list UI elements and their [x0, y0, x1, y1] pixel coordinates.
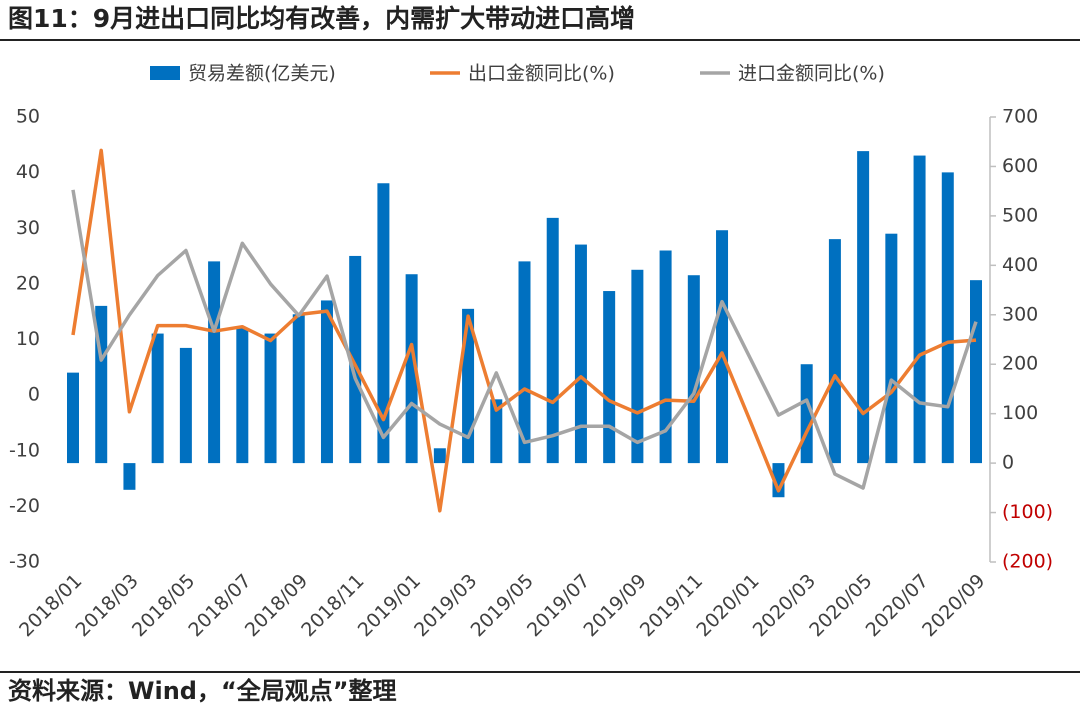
- bar: [490, 399, 503, 464]
- y-tick-label: 40: [16, 161, 40, 183]
- legend-swatch: [150, 66, 180, 80]
- y-tick-label: -20: [9, 495, 40, 517]
- bar: [687, 275, 700, 464]
- y2-tick-label: 700: [1002, 106, 1038, 128]
- legend-label: 进口金额同比(%): [738, 63, 885, 85]
- y2-tick-label: 400: [1002, 254, 1038, 276]
- bar: [377, 183, 390, 464]
- bar: [264, 333, 277, 464]
- bar: [518, 261, 531, 464]
- y-tick-label: -10: [9, 439, 40, 461]
- bar: [433, 448, 446, 464]
- y-tick-label: 30: [16, 217, 40, 239]
- bar: [405, 274, 418, 464]
- y2-tick-label: 200: [1002, 353, 1038, 375]
- y2-tick-label: 300: [1002, 303, 1038, 325]
- bar: [320, 300, 333, 464]
- y-tick-label: 0: [28, 384, 40, 406]
- bar: [828, 239, 841, 464]
- y2-tick-label: (200): [1002, 551, 1053, 573]
- bar: [292, 314, 305, 464]
- y2-tick-label: 0: [1002, 452, 1014, 474]
- y2-tick-label: (100): [1002, 501, 1053, 523]
- bar: [603, 291, 616, 464]
- line: [71, 189, 978, 490]
- legend-label: 出口金额同比(%): [468, 63, 615, 85]
- y-tick-label: -30: [9, 551, 40, 573]
- y-tick-label: 50: [16, 106, 40, 128]
- bar: [772, 463, 785, 498]
- line: [71, 148, 977, 513]
- bar: [67, 372, 79, 464]
- legend-label: 贸易差额(亿美元): [188, 63, 336, 85]
- bar: [179, 347, 192, 464]
- bar: [913, 155, 926, 464]
- y2-tick-label: 100: [1002, 402, 1038, 424]
- bar: [349, 255, 362, 464]
- bar: [574, 244, 587, 464]
- bar: [941, 172, 954, 464]
- bar: [885, 233, 898, 464]
- bar: [970, 280, 982, 464]
- x-tick-label: 2020/09: [918, 570, 989, 641]
- bar: [716, 230, 729, 464]
- y2-tick-label: 600: [1002, 155, 1038, 177]
- y2-tick-label: 500: [1002, 204, 1038, 226]
- bar: [123, 463, 136, 490]
- bar: [659, 250, 672, 464]
- bar: [236, 328, 249, 464]
- y-tick-label: 10: [16, 328, 40, 350]
- source: 资料来源：Wind，“全局观点”整理: [8, 677, 397, 705]
- chart-title: 图11：9月进出口同比均有改善，内需扩大带动进口高增: [8, 4, 635, 33]
- bar: [151, 333, 164, 464]
- bar: [857, 151, 870, 464]
- bar: [546, 217, 559, 464]
- bar: [631, 269, 644, 464]
- bar: [208, 261, 221, 464]
- y-tick-label: 20: [16, 272, 40, 294]
